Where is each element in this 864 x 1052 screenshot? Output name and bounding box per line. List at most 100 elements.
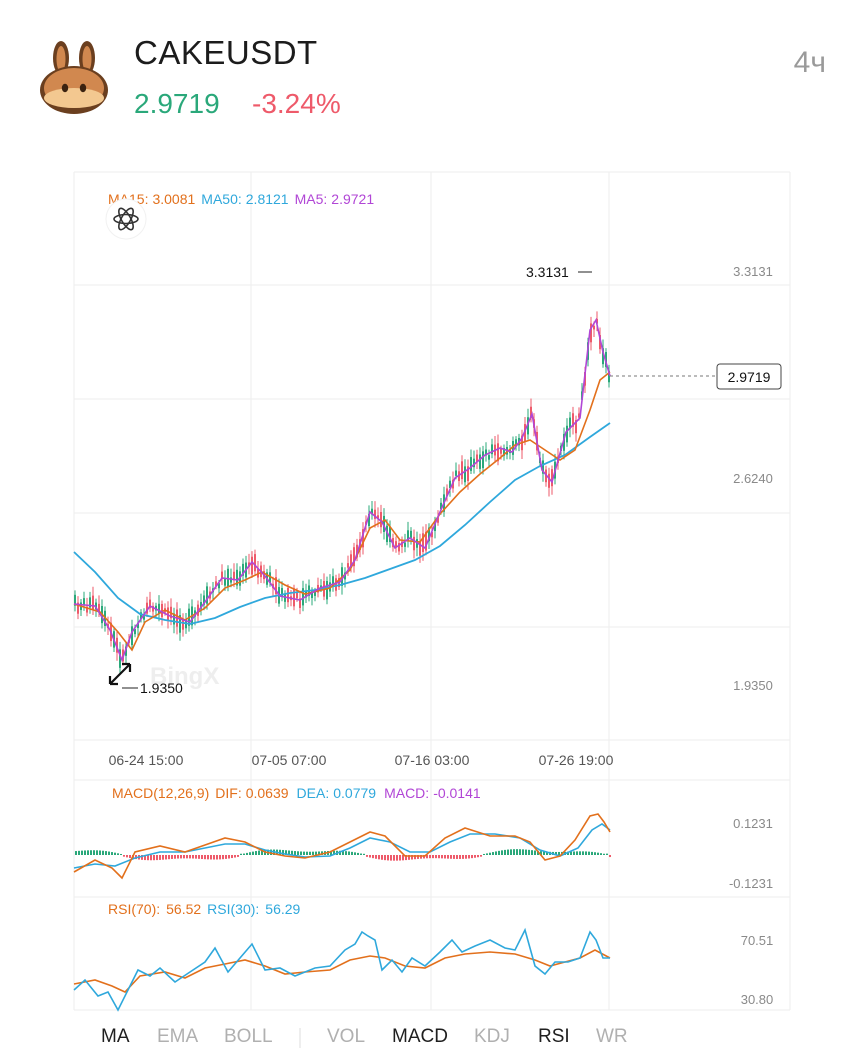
symbol-title: CAKEUSDT (134, 34, 318, 71)
candle (173, 613, 175, 625)
macd-bar (447, 855, 449, 859)
candle (551, 469, 553, 487)
tab-ma[interactable]: MA (101, 1026, 130, 1047)
rsi-legend: RSI(70): 56.52 RSI(30): 56.29 (108, 901, 301, 917)
macd-bar (372, 855, 374, 859)
candle (467, 466, 469, 481)
macd-bar (402, 855, 404, 861)
ma5-legend-label: MA5: (295, 191, 328, 207)
macd-bar (480, 855, 482, 857)
macd-bar (555, 851, 557, 855)
macd-bar (399, 855, 401, 861)
candle (395, 541, 397, 547)
candle (311, 591, 313, 599)
macd-bar (537, 850, 539, 855)
macd-bar (234, 855, 236, 858)
candle (302, 588, 304, 606)
macd-bar (165, 855, 167, 860)
price-axis-label: 3.3131 (733, 264, 773, 279)
current-price-tag (716, 363, 782, 390)
tab-vol[interactable]: VOL (327, 1026, 366, 1047)
tab-wr[interactable]: WR (596, 1026, 628, 1047)
macd-bar (444, 855, 446, 859)
candle (161, 603, 163, 618)
macd-bar (462, 855, 464, 859)
macd-bar (435, 855, 437, 859)
candle (242, 563, 244, 576)
ma5-legend-value: 2.9721 (331, 191, 374, 207)
macd-bar (78, 850, 80, 855)
candle (569, 417, 571, 429)
macd-bar (294, 851, 296, 855)
macd-bar (600, 853, 602, 855)
ma15-line (73, 371, 611, 652)
candle (119, 649, 121, 668)
interval-label[interactable]: 4ч (793, 46, 826, 79)
macd-bar (450, 855, 452, 859)
macd-bar (189, 855, 191, 859)
ma50-line (73, 422, 611, 625)
candle (428, 527, 430, 542)
time-axis-label: 07-26 19:00 (539, 752, 614, 768)
indicator-settings-icon[interactable] (105, 198, 147, 240)
tab-kdj[interactable]: KDJ (474, 1026, 510, 1047)
macd-bar (603, 853, 605, 855)
candle (431, 532, 433, 538)
macd-bar (609, 855, 611, 858)
macd-bar (420, 855, 422, 859)
macd-bar (474, 855, 476, 858)
macd-dea-line (73, 823, 611, 869)
macd-bar (345, 851, 347, 855)
candle (350, 554, 352, 568)
candle (296, 592, 298, 599)
candle (491, 444, 493, 455)
price-axis-label: 1.9350 (733, 678, 773, 693)
candle (410, 530, 412, 538)
candle (578, 413, 580, 418)
ma15-legend-value: 3.0081 (152, 191, 195, 207)
candle (299, 598, 301, 608)
macd-bar (375, 855, 377, 859)
tab-macd[interactable]: MACD (392, 1026, 448, 1047)
candle (95, 602, 97, 610)
time-axis-label: 06-24 15:00 (109, 752, 184, 768)
macd-bar (330, 850, 332, 855)
macd-bar (144, 855, 146, 861)
candle (449, 480, 451, 489)
candle (404, 542, 406, 547)
svg-text:3.3131: 3.3131 (526, 264, 569, 280)
ma50-legend-label: MA50: (201, 191, 241, 207)
tab-rsi[interactable]: RSI (538, 1026, 570, 1047)
macd-bar (576, 851, 578, 855)
candle (374, 509, 376, 519)
macd-bar (105, 851, 107, 855)
macd-bar (387, 855, 389, 861)
candle (383, 515, 385, 532)
macd-bar (573, 851, 575, 855)
macd-bar (237, 855, 239, 857)
candle (149, 599, 151, 609)
candle (548, 473, 550, 488)
macd-bar (363, 853, 365, 855)
macd-bar (582, 851, 584, 855)
macd-bar (102, 850, 104, 855)
macd-bar (225, 855, 227, 859)
candle (602, 348, 604, 365)
candle (422, 533, 424, 552)
macd-bar (261, 850, 263, 855)
candle (134, 629, 136, 635)
macd-bar (255, 851, 257, 855)
candle (251, 556, 253, 575)
tab-ema[interactable]: EMA (157, 1026, 199, 1047)
candle (332, 576, 334, 586)
macd-bar (357, 852, 359, 855)
macd-bar (240, 853, 242, 855)
macd-bar (198, 855, 200, 859)
macd-bar (507, 849, 509, 855)
tab-boll[interactable]: BOLL (224, 1026, 273, 1047)
candle (446, 488, 448, 497)
macd-bar (192, 855, 194, 859)
candle (479, 454, 481, 469)
